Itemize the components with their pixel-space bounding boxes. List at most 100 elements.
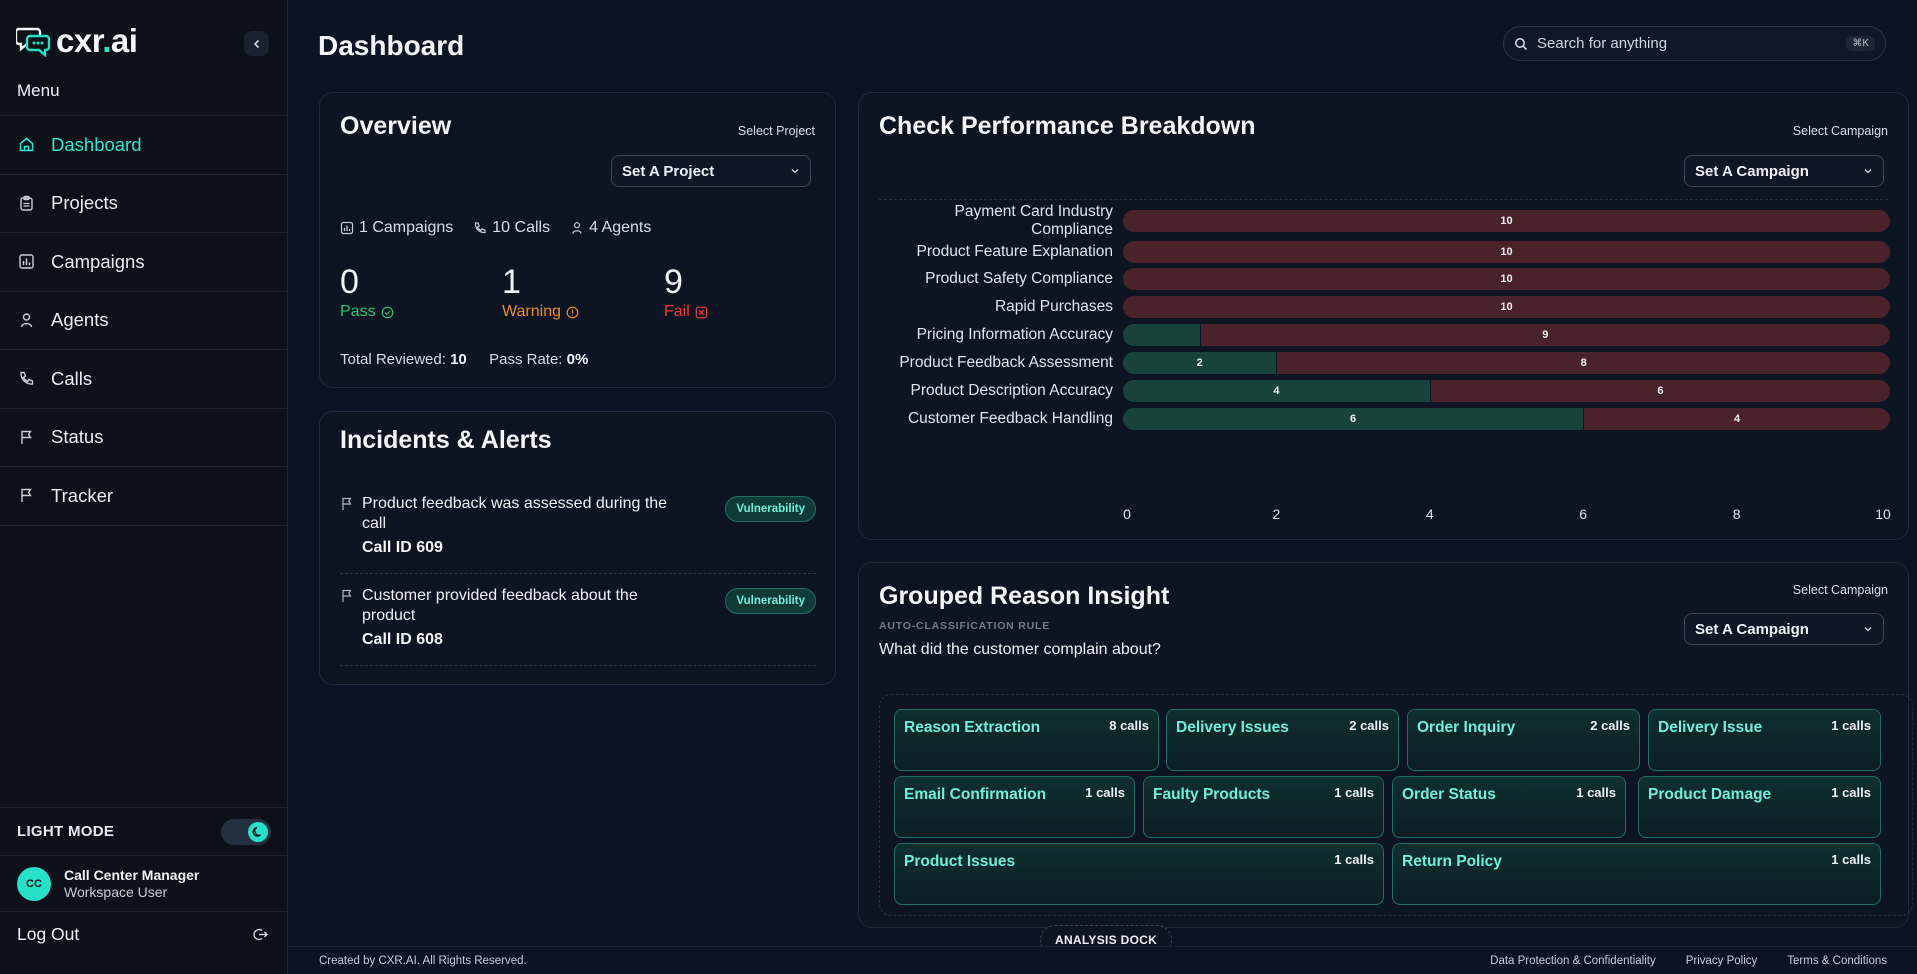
reason-tile[interactable]: Reason Extraction 8 calls <box>894 709 1159 771</box>
x-tick-label: 0 <box>1123 506 1131 522</box>
chevron-left-icon <box>253 39 259 48</box>
incident-item[interactable]: Product feedback was assessed during the… <box>340 494 816 574</box>
user-profile[interactable]: CC Call Center Manager Workspace User <box>0 856 288 912</box>
grouped-campaign-select[interactable]: Set A Campaign <box>1684 613 1884 645</box>
phone-icon <box>475 222 486 234</box>
search-input[interactable] <box>1537 35 1838 52</box>
select-campaign-label: Select Campaign <box>1792 583 1888 597</box>
select-campaign-label: Select Campaign <box>1792 124 1888 138</box>
bar-row[interactable]: 10 <box>1123 296 1890 318</box>
campaigns-count: 1 Campaigns <box>340 219 453 237</box>
bar-segment-fail: 10 <box>1123 210 1890 232</box>
grouped-title: Grouped Reason Insight <box>879 582 1170 610</box>
reason-tile[interactable]: Delivery Issues 2 calls <box>1166 709 1399 771</box>
chat-bubbles-icon <box>16 27 51 57</box>
reason-count: 1 calls <box>1334 852 1374 867</box>
search-bar[interactable]: ⌘K <box>1503 26 1886 61</box>
total-reviewed-value: 10 <box>450 351 467 368</box>
bar-segment-fail: 8 <box>1276 352 1890 374</box>
footer-links: Data Protection & Confidentiality Privac… <box>1490 955 1887 967</box>
user-role: Workspace User <box>64 884 168 900</box>
user-info: Call Center Manager Workspace User <box>64 867 199 900</box>
sidebar-item-tracker[interactable]: Tracker <box>0 467 288 526</box>
reason-count: 1 calls <box>1334 785 1374 800</box>
sidebar-item-label: Calls <box>51 367 93 389</box>
reason-tile[interactable]: Order Inquiry 2 calls <box>1407 709 1640 771</box>
sidebar-item-agents[interactable]: Agents <box>0 292 288 350</box>
grouped-select-value: Set A Campaign <box>1695 620 1809 638</box>
chart-divider <box>879 199 1888 200</box>
bar-row[interactable]: 10 <box>1123 268 1890 290</box>
brand-logo[interactable]: cxr.ai <box>16 22 138 60</box>
incident-item[interactable]: Customer provided feedback about the pro… <box>340 586 816 666</box>
chevron-down-icon <box>1864 627 1872 632</box>
bar-category-label: Rapid Purchases <box>994 298 1113 315</box>
sidebar-item-dashboard[interactable]: Dashboard <box>0 116 288 175</box>
footer-link-data-protection[interactable]: Data Protection & Confidentiality <box>1490 955 1656 967</box>
total-reviewed-label: Total Reviewed: <box>340 351 446 368</box>
fail-label: Fail <box>664 303 690 320</box>
footer-link-terms[interactable]: Terms & Conditions <box>1787 955 1887 967</box>
bar-category-label: Customer Feedback Handling <box>907 410 1113 427</box>
theme-toggle[interactable] <box>221 818 271 845</box>
logout-button[interactable]: Log Out <box>0 912 288 956</box>
warning-label: Warning <box>502 303 561 320</box>
reason-tile[interactable]: Return Policy 1 calls <box>1392 843 1881 905</box>
reason-tile[interactable]: Product Issues 1 calls <box>894 843 1384 905</box>
bar-value-label: 4 <box>1273 385 1280 397</box>
bar-value-label: 10 <box>1500 273 1513 285</box>
bar-row[interactable]: 10 <box>1123 210 1890 232</box>
reason-count: 1 calls <box>1831 852 1871 867</box>
pass-label-row: Pass <box>340 303 394 321</box>
menu-label: Menu <box>17 81 60 100</box>
overview-title: Overview <box>340 112 452 140</box>
flag-icon <box>21 489 32 503</box>
bar-row[interactable]: 9 <box>1123 324 1890 346</box>
bar-value-label: 4 <box>1734 413 1741 425</box>
reason-tile[interactable]: Order Status 1 calls <box>1392 776 1626 838</box>
incident-badge: Vulnerability <box>725 588 816 614</box>
fail-label-row: Fail <box>664 303 708 321</box>
search-icon <box>1515 37 1528 50</box>
footer-link-privacy[interactable]: Privacy Policy <box>1685 955 1758 967</box>
reason-tile[interactable]: Product Damage 1 calls <box>1638 776 1881 838</box>
sidebar-item-campaigns[interactable]: Campaigns <box>0 233 288 292</box>
reason-tile[interactable]: Faulty Products 1 calls <box>1143 776 1384 838</box>
sidebar-item-projects[interactable]: Projects <box>0 175 288 233</box>
reason-tile[interactable]: Email Confirmation 1 calls <box>894 776 1135 838</box>
incident-text: Product feedback was assessed during the… <box>362 495 668 532</box>
bar-segment-pass <box>1123 324 1200 346</box>
x-tick-label: 2 <box>1272 506 1281 522</box>
performance-title: Check Performance Breakdown <box>879 112 1256 140</box>
reason-name: Faulty Products <box>1153 786 1271 803</box>
reason-tile[interactable]: Delivery Issue 1 calls <box>1648 709 1881 771</box>
keyboard-shortcut-hint: ⌘K <box>1846 36 1875 51</box>
agents-count: 4 Agents <box>570 219 651 237</box>
bar-row[interactable]: 10 <box>1123 241 1890 263</box>
x-square-icon <box>695 306 708 318</box>
project-select[interactable]: Set A Project <box>611 155 811 187</box>
performance-card: Check Performance Breakdown Select Campa… <box>858 92 1909 540</box>
person-icon <box>572 222 582 234</box>
overview-counts: 1 Campaigns 10 Calls 4 Agents <box>340 219 651 237</box>
light-mode-label: LIGHT MODE <box>17 823 115 840</box>
phone-icon <box>20 372 34 385</box>
bar-segment-fail: 10 <box>1123 268 1890 290</box>
sidebar-item-calls[interactable]: Calls <box>0 350 288 409</box>
pass-count: 0 <box>340 263 359 301</box>
collapse-sidebar-button[interactable] <box>244 31 269 56</box>
sidebar-item-status[interactable]: Status <box>0 409 288 467</box>
rule-subtitle: AUTO-CLASSIFICATION RULE <box>879 620 1051 632</box>
reason-name: Return Policy <box>1402 853 1502 870</box>
home-icon <box>19 137 34 152</box>
reason-name: Reason Extraction <box>904 719 1041 736</box>
x-tick-label: 6 <box>1579 506 1588 522</box>
grouped-insight-card: Grouped Reason Insight Select Campaign S… <box>858 562 1913 928</box>
sidebar-footer: LIGHT MODE CC Call Center Manager Worksp… <box>0 807 288 956</box>
sidebar-item-label: Agents <box>51 309 109 331</box>
warning-label-row: Warning <box>502 303 579 321</box>
campaign-select[interactable]: Set A Campaign <box>1684 155 1884 187</box>
